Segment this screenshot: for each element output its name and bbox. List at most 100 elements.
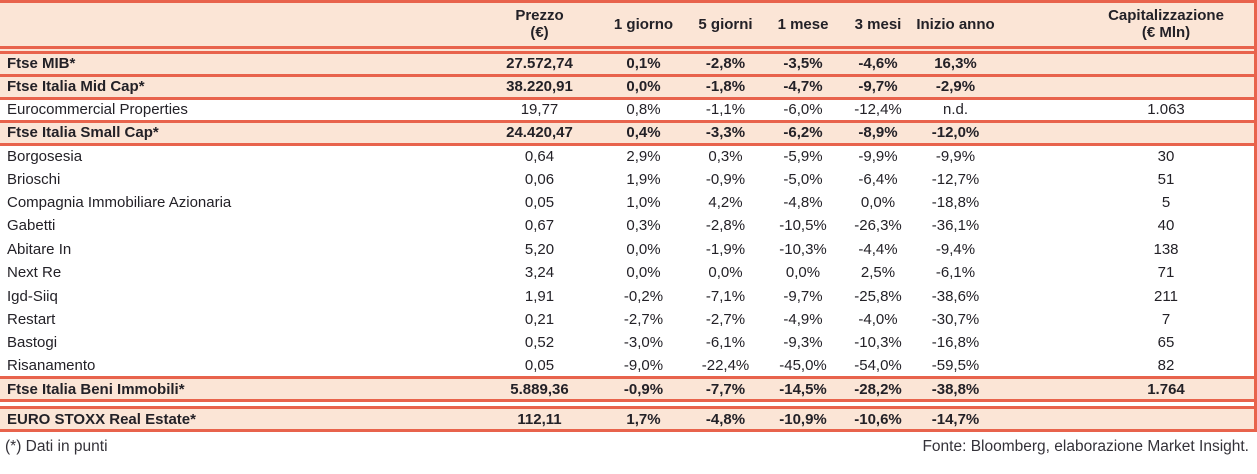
- cell-5-giorni: -2,8%: [705, 217, 746, 235]
- cell-1-mese: -10,3%: [779, 240, 827, 258]
- cell-5-giorni: 4,2%: [708, 193, 743, 211]
- table-row: Borgosesia 0,64 2,9% 0,3% -5,9% -9,9% -9,9% 30: [0, 144, 1254, 168]
- cell-cap: [998, 52, 1254, 75]
- row-label: Next Re: [7, 264, 62, 282]
- row-label: Igd-Siiq: [7, 287, 58, 305]
- cell-1-mese: -5,9%: [783, 147, 823, 165]
- cell-cap: 71: [1157, 264, 1175, 282]
- cell-1-mese: -5,0%: [783, 170, 823, 188]
- cell-cap: 51: [1157, 170, 1175, 188]
- section-gap-row: [0, 400, 1254, 408]
- row-label: Brioschi: [7, 170, 61, 188]
- cell-prezzo: 5,20: [524, 240, 555, 258]
- cell-cap: [998, 75, 1254, 98]
- cell-cap: 5: [1161, 193, 1171, 211]
- table-row: Ftse Italia Mid Cap* 38.220,91 0,0% -1,8% -4…: [0, 75, 1254, 98]
- cell-prezzo: 0,05: [524, 356, 555, 374]
- table-row: Restart 0,21 -2,7% -2,7% -4,9% -4,0% -30,7% 7: [0, 307, 1254, 332]
- cell-5-giorni: -4,8%: [705, 410, 746, 428]
- cell-prezzo: 0,64: [524, 147, 555, 165]
- cell-3-mesi: -10,6%: [854, 410, 902, 428]
- source-note: Fonte: Bloomberg, elaborazione Market In…: [922, 437, 1249, 455]
- row-label: Compagnia Immobiliare Azionaria: [7, 193, 232, 211]
- cell-prezzo: 3,24: [524, 264, 555, 282]
- row-label: Ftse MIB*: [7, 55, 76, 72]
- cell-5-giorni: -7,1%: [705, 287, 746, 305]
- cell-5-giorni: 0,3%: [708, 147, 743, 165]
- cell-1-mese: 0,0%: [785, 264, 821, 282]
- header-3-mesi: 3 mesi: [854, 15, 902, 33]
- cell-cap: [998, 121, 1254, 144]
- table-row: Eurocommercial Properties 19,77 0,8% -1,1% -…: [0, 98, 1254, 121]
- table-row: Next Re 3,24 0,0% 0,0% 0,0% 2,5% -6,1% 71: [0, 260, 1254, 285]
- cell-5-giorni: -1,8%: [705, 78, 746, 95]
- cell-3-mesi: -9,7%: [858, 78, 898, 95]
- cell-inizio-anno: -38,8%: [931, 380, 980, 398]
- cell-cap: 82: [1157, 356, 1175, 374]
- cell-3-mesi: 0,0%: [860, 193, 896, 211]
- cell-1-giorno: 0,1%: [626, 55, 661, 72]
- cell-prezzo: 0,21: [524, 310, 555, 328]
- cell-1-mese: -3,5%: [783, 55, 823, 72]
- table-header-row: Prezzo (€) 1 giorno 5 giorni 1 mese 3 me…: [0, 3, 1254, 47]
- cell-1-giorno: 1,9%: [626, 170, 661, 188]
- row-label: Abitare In: [7, 240, 72, 258]
- table-row: Ftse Italia Small Cap* 24.420,47 0,4% -3,3%…: [0, 121, 1254, 144]
- table-row: EURO STOXX Real Estate* 112,11 1,7% -4,8% -1…: [0, 407, 1254, 431]
- cell-inizio-anno: -2,9%: [935, 78, 976, 95]
- table-row: Ftse MIB* 27.572,74 0,1% -2,8% -3,5% -4,6% 16,…: [0, 52, 1254, 75]
- cell-1-mese: -9,3%: [783, 334, 823, 352]
- cell-1-giorno: 0,0%: [626, 264, 661, 282]
- cell-3-mesi: -4,0%: [858, 310, 898, 328]
- cell-5-giorni: -1,9%: [705, 240, 746, 258]
- row-label: Borgosesia: [7, 147, 83, 165]
- cell-prezzo: 27.572,74: [506, 55, 573, 72]
- cell-1-mese: -4,7%: [783, 78, 823, 95]
- cell-1-mese: -9,7%: [783, 287, 823, 305]
- cell-prezzo: 0,06: [524, 170, 555, 188]
- cell-inizio-anno: -36,1%: [931, 217, 980, 235]
- cell-1-giorno: -9,0%: [623, 356, 664, 374]
- cell-3-mesi: -4,6%: [858, 55, 898, 72]
- cell-inizio-anno: -18,8%: [931, 193, 980, 211]
- cell-cap: 211: [1154, 287, 1178, 305]
- cell-3-mesi: -8,9%: [858, 124, 898, 141]
- cell-prezzo: 0,05: [524, 193, 555, 211]
- cell-1-mese: -6,2%: [783, 124, 823, 141]
- cell-1-giorno: 0,4%: [626, 124, 661, 141]
- cell-3-mesi: -4,4%: [858, 240, 898, 258]
- cell-inizio-anno: -38,6%: [931, 287, 980, 305]
- cell-1-giorno: 0,3%: [626, 217, 661, 235]
- cell-1-mese: -4,9%: [783, 310, 823, 328]
- header-name: [0, 3, 480, 47]
- table-row: Ftse Italia Beni Immobili* 5.889,36 -0,9% -…: [0, 377, 1254, 401]
- table-row: Brioschi 0,06 1,9% -0,9% -5,0% -6,4% -12,7% 51: [0, 167, 1254, 191]
- cell-1-giorno: -0,2%: [623, 287, 664, 305]
- cell-inizio-anno: -12,7%: [931, 170, 980, 188]
- table-row: Igd-Siiq 1,91 -0,2% -7,1% -9,7% -25,8% -38,6% 2…: [0, 284, 1254, 308]
- cell-cap: [998, 408, 1254, 431]
- header-prezzo: Prezzo (€): [515, 7, 564, 42]
- cell-5-giorni: -3,3%: [705, 124, 746, 141]
- table-footer: (*) Dati in punti Fonte: Bloomberg, elab…: [0, 432, 1257, 458]
- cell-cap: 30: [1157, 147, 1175, 165]
- cell-cap: 65: [1157, 334, 1175, 352]
- header-inizio-anno: Inizio anno: [916, 15, 995, 33]
- cell-1-giorno: -0,9%: [623, 380, 664, 398]
- cell-1-mese: -14,5%: [779, 380, 827, 398]
- cell-1-giorno: 1,0%: [626, 193, 661, 211]
- cell-1-mese: -45,0%: [779, 356, 827, 374]
- cell-inizio-anno: -6,1%: [935, 264, 976, 282]
- footnote-dati-in-punti: (*) Dati in punti: [5, 437, 108, 455]
- cell-prezzo: 0,52: [524, 334, 555, 352]
- header-double-rule-gap: [0, 47, 1254, 52]
- cell-3-mesi: -26,3%: [854, 217, 902, 235]
- cell-inizio-anno: -9,4%: [935, 240, 976, 258]
- table-row: Bastogi 0,52 -3,0% -6,1% -9,3% -10,3% -16,8% 65: [0, 331, 1254, 355]
- row-label: Ftse Italia Mid Cap*: [7, 78, 145, 95]
- cell-5-giorni: -1,1%: [705, 101, 746, 118]
- cell-3-mesi: -10,3%: [854, 334, 902, 352]
- cell-inizio-anno: -14,7%: [931, 410, 980, 428]
- cell-cap: 138: [1153, 240, 1179, 258]
- cell-inizio-anno: n.d.: [942, 101, 969, 118]
